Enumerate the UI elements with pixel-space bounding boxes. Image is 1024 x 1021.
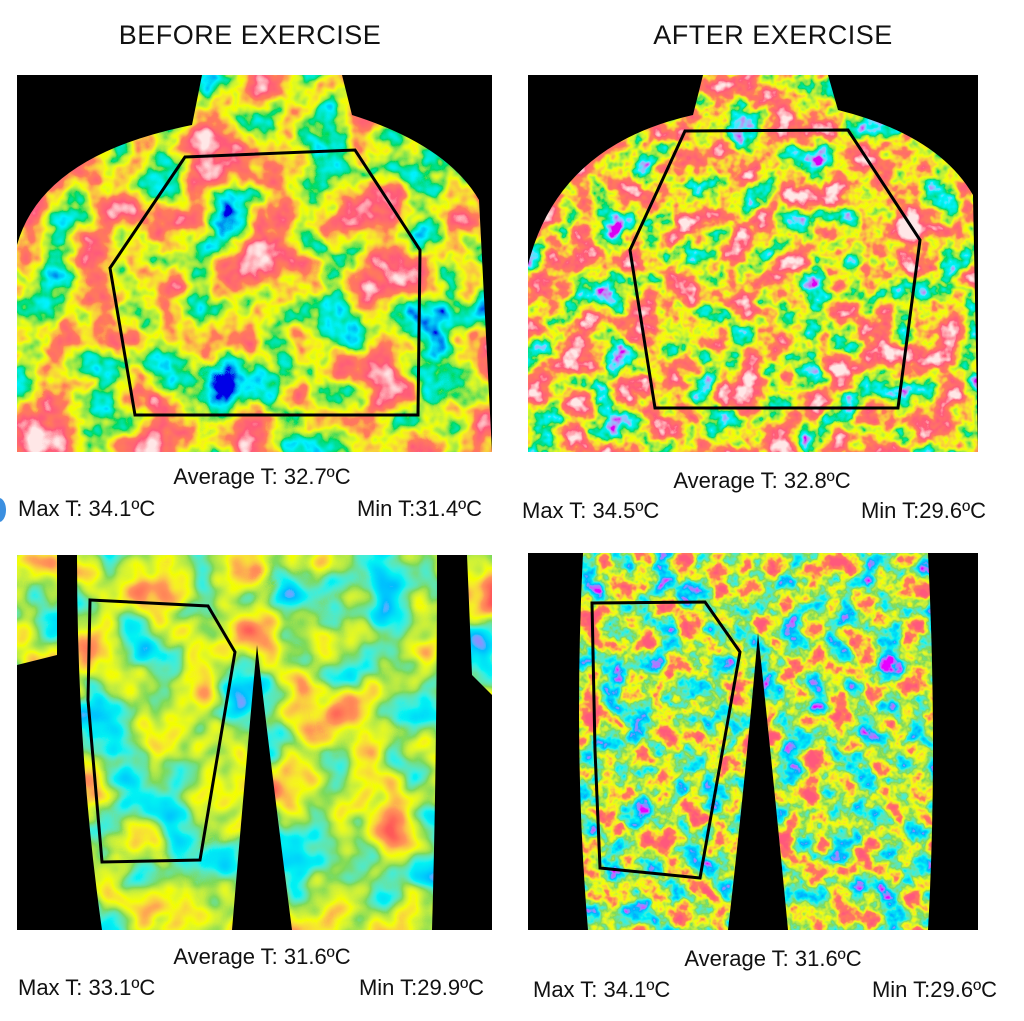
legs-after-average: Average T: 31.6ºC bbox=[684, 946, 862, 971]
thermal-image-legs-after bbox=[528, 553, 978, 930]
chest-after-average: Average T: 32.8ºC bbox=[673, 468, 851, 493]
thermal-body-legs-before bbox=[17, 555, 492, 930]
legs-after-max: Max T: 34.1ºC bbox=[533, 977, 671, 1002]
roi-outline bbox=[590, 600, 742, 880]
chest-after-min: Min T:29.6ºC bbox=[860, 498, 986, 523]
chest-before-min: Min T:31.4ºC bbox=[356, 496, 482, 521]
before-exercise-title: BEFORE EXERCISE bbox=[118, 20, 382, 50]
chest-after-max: Max T: 34.5ºC bbox=[522, 498, 660, 523]
legs-before-average: Average T: 31.6ºC bbox=[173, 944, 351, 969]
roi-outline bbox=[108, 148, 422, 417]
roi-outline bbox=[86, 598, 237, 864]
legs-before-min: Min T:29.9ºC bbox=[358, 975, 484, 1000]
after-exercise-title: AFTER EXERCISE bbox=[653, 20, 893, 50]
thermal-image-chest-before bbox=[17, 75, 492, 452]
legs-after-min: Min T:29.6ºC bbox=[871, 977, 997, 1002]
chest-before-max: Max T: 34.1ºC bbox=[18, 496, 156, 521]
chest-before-average: Average T: 32.7ºC bbox=[173, 464, 351, 489]
thermal-image-legs-before bbox=[17, 555, 492, 930]
legs-before-max: Max T: 33.1ºC bbox=[18, 975, 156, 1000]
roi-outline bbox=[628, 128, 922, 410]
marker-dot bbox=[0, 498, 6, 522]
thermal-image-chest-after bbox=[528, 75, 978, 452]
